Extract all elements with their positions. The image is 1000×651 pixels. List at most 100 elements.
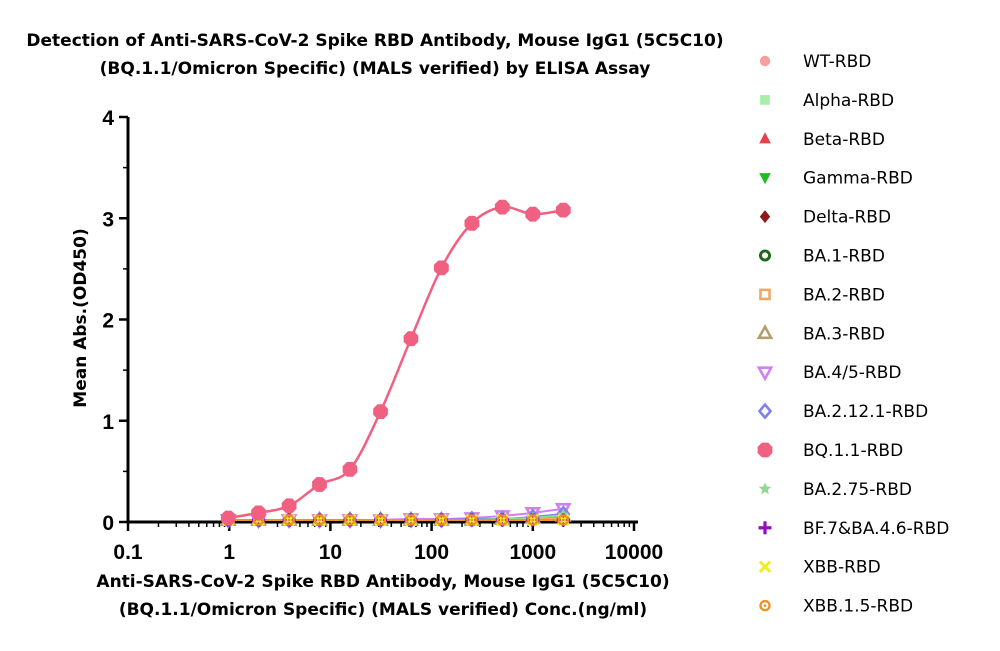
x-tick-label: 0.1 [113, 541, 143, 564]
y-tick-label: 3 [102, 208, 114, 231]
marker-ring [557, 514, 569, 526]
x-axis-title-line-1: Anti-SARS-CoV-2 Spike RBD Antibody, Mous… [96, 572, 669, 592]
marker-ring [283, 514, 295, 526]
legend-item-ba-3-rbd: BA.3-RBD [756, 324, 885, 344]
y-axis-title: Mean Abs.(OD450) [71, 228, 91, 407]
data-point [312, 477, 327, 492]
legend-item-ba-2-12-1-rbd: BA.2.12.1-RBD [757, 402, 928, 422]
x-tick-label: 1000 [509, 541, 556, 564]
marker-ring [374, 514, 387, 526]
x-tick-label: 1 [223, 541, 235, 564]
marker-dot [287, 518, 291, 522]
legend-item-beta-rbd: Beta-RBD [759, 130, 885, 150]
data-point [313, 514, 326, 526]
data-point [405, 514, 417, 526]
marker-dot [379, 518, 382, 522]
data-point [342, 462, 358, 477]
marker-ring [466, 514, 478, 526]
x-tick-label: 100 [414, 541, 449, 564]
data-point [281, 498, 297, 514]
marker-ring [344, 514, 356, 526]
data-point [373, 404, 388, 419]
legend-label: Delta-RBD [803, 208, 891, 228]
curves-layer [228, 205, 564, 522]
data-point [466, 514, 478, 526]
data-point [374, 514, 387, 526]
legend-label: XBB.1.5-RBD [803, 597, 913, 617]
data-point [494, 199, 510, 215]
data-point [403, 331, 419, 347]
data-point [434, 260, 449, 276]
x-axis-title-line-2: (BQ.1.1/Omicron Specific) (MALS verified… [119, 600, 647, 620]
legend-marker [759, 173, 771, 185]
legend-marker [759, 55, 771, 67]
marker-dot [440, 518, 443, 522]
data-point [344, 514, 356, 526]
legend-label: BA.2-RBD [803, 285, 885, 305]
data-point [525, 206, 541, 222]
legend-item-gamma-rbd: Gamma-RBD [759, 169, 913, 189]
ticks-layer: 0.1 1 10 100 1000 10000 0 1 2 3 4 [102, 107, 663, 564]
legend-label: BA.4/5-RBD [803, 363, 901, 383]
marker-ring [313, 514, 326, 526]
series-line-bq-1-1-rbd [228, 205, 564, 520]
marker-ring [435, 514, 448, 526]
x-tick-label: 10 [319, 541, 342, 564]
data-point [557, 514, 569, 526]
legend-label: WT-RBD [803, 52, 871, 72]
marker-dot [763, 604, 767, 607]
legend-label: BA.2.75-RBD [803, 480, 912, 500]
data-point [220, 510, 236, 526]
y-tick-label: 0 [102, 512, 114, 535]
legend-marker [757, 442, 773, 458]
legend-item-delta-rbd: Delta-RBD [759, 208, 891, 228]
marker-ring [527, 514, 539, 526]
data-point [283, 514, 295, 526]
marker-dot [470, 518, 474, 522]
marker-ring [405, 514, 417, 526]
data-point [251, 505, 266, 521]
legend-label: XBB-RBD [803, 558, 881, 578]
legend-marker [759, 210, 771, 224]
marker-dot [318, 518, 321, 522]
legend-label: Beta-RBD [803, 130, 885, 150]
legend-item-bf-7-ba-4-6-rbd: BF.7&BA.4.6-RBD [758, 519, 949, 539]
data-point [435, 514, 448, 526]
legend-item-ba-4-5-rbd: BA.4/5-RBD [756, 363, 901, 383]
legend-item-bq-1-1-rbd: BQ.1.1-RBD [757, 441, 903, 461]
series-points-bq-1-1-rbd [220, 199, 571, 526]
legend-marker [758, 249, 772, 262]
legend-marker [759, 132, 771, 144]
data-point [555, 202, 571, 218]
y-tick-label: 1 [102, 411, 114, 434]
legend-label: BA.3-RBD [803, 324, 885, 344]
legend-label: BF.7&BA.4.6-RBD [803, 519, 949, 539]
marker-dot [348, 518, 352, 522]
legend-label: BA.1-RBD [803, 247, 885, 267]
x-tick-label: 10000 [605, 541, 663, 564]
marker-dot [561, 518, 565, 522]
y-tick-label: 2 [102, 310, 114, 333]
legend-marker [758, 560, 772, 573]
legend-marker [758, 482, 772, 495]
legend-label: BQ.1.1-RBD [803, 441, 903, 461]
marker-ring [496, 514, 509, 526]
chart-title-line-1: Detection of Anti-SARS-CoV-2 Spike RBD A… [26, 31, 723, 51]
marker-ring [759, 599, 771, 612]
data-point [496, 514, 509, 526]
data-point [527, 514, 539, 526]
legend-marker [760, 95, 770, 105]
legend-item-ba-2-rbd: BA.2-RBD [759, 285, 885, 305]
chart-title-line-2: (BQ.1.1/Omicron Specific) (MALS verified… [100, 59, 651, 79]
legend-item-xbb-1-5-rbd: XBB.1.5-RBD [759, 597, 913, 617]
marker-bar [758, 560, 772, 573]
points-layer [219, 199, 572, 530]
series-points-xbb-1-5-rbd [222, 514, 569, 526]
legend-label: BA.2.12.1-RBD [803, 402, 928, 422]
legend-marker [756, 366, 774, 382]
legend-item-xbb-rbd: XBB-RBD [758, 558, 881, 578]
legend-item-alpha-rbd: Alpha-RBD [760, 91, 894, 111]
legend: WT-RBD Alpha-RBD Beta-RBD Gamma-RBD Delta-RB… [756, 52, 949, 617]
marker-dot [409, 518, 413, 522]
